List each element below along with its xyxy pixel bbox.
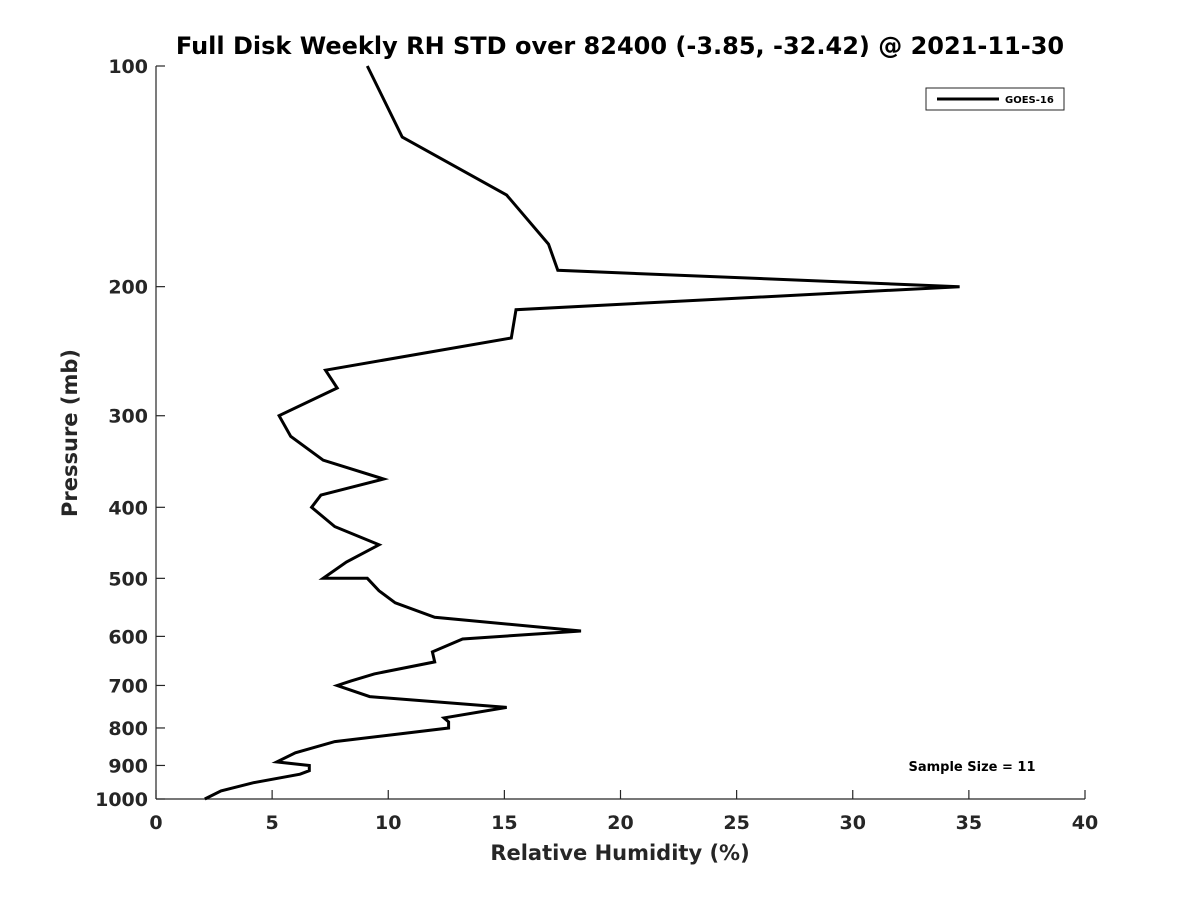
x-tick-label-5: 5 [266,812,279,834]
x-tick-label-15: 15 [491,812,517,834]
y-tick-label-400: 400 [108,497,148,519]
x-tick-label-40: 40 [1072,812,1098,834]
x-tick-label-0: 0 [149,812,162,834]
y-tick-label-200: 200 [108,277,148,299]
y-tick-label-500: 500 [108,568,148,590]
x-ticks: 0 5 10 15 20 25 30 35 40 [149,790,1098,834]
y-tick-label-700: 700 [108,675,148,697]
x-tick-label-10: 10 [375,812,401,834]
series-layer [204,65,960,801]
legend: GOES-16 [925,87,1065,111]
chart-title: Full Disk Weekly RH STD over 82400 (-3.8… [176,32,1064,60]
series-line-goes-16 [204,65,960,801]
x-tick-label-35: 35 [956,812,982,834]
y-tick-label-100: 100 [108,56,148,78]
x-tick-label-20: 20 [607,812,633,834]
legend-entry-goes-16: GOES-16 [1005,95,1054,106]
x-tick-label-25: 25 [723,812,749,834]
y-tick-label-600: 600 [108,626,148,648]
y-tick-label-300: 300 [108,406,148,428]
y-tick-label-800: 800 [108,718,148,740]
y-tick-label-900: 900 [108,755,148,777]
x-axis-label: Relative Humidity (%) [490,841,749,865]
y-ticks: 100 200 300 400 500 600 700 800 900 1000 [95,56,165,811]
y-axis-label: Pressure (mb) [58,349,82,517]
y-tick-label-1000: 1000 [95,789,148,811]
x-tick-label-30: 30 [840,812,866,834]
sample-size-annotation: Sample Size = 11 [908,760,1035,775]
